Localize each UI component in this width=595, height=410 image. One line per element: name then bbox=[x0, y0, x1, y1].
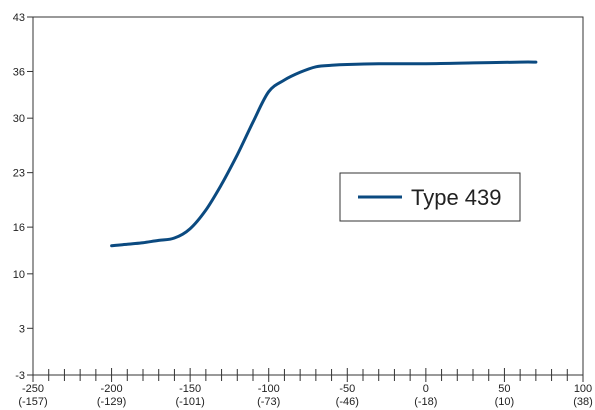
x-tick-sublabel: (38) bbox=[573, 396, 593, 408]
x-tick-sublabel: (-46) bbox=[336, 396, 359, 408]
x-axis: -250(-157) -200(-129) -150(-101) -100(-73) -… bbox=[18, 368, 593, 408]
x-tick-label: -250 bbox=[22, 383, 44, 395]
y-tick-label: 23 bbox=[13, 168, 25, 180]
x-tick-sublabel: (-157) bbox=[18, 396, 47, 408]
x-tick-label: -200 bbox=[101, 383, 123, 395]
x-tick-label: 0 bbox=[423, 383, 429, 395]
y-tick-label: 43 bbox=[13, 12, 25, 24]
y-tick-label: 16 bbox=[13, 222, 25, 234]
y-tick-label: 10 bbox=[13, 269, 25, 281]
x-tick-label: -50 bbox=[339, 383, 355, 395]
x-tick-label: 100 bbox=[574, 383, 592, 395]
x-tick-sublabel: (-73) bbox=[257, 396, 280, 408]
y-tick-label: 36 bbox=[13, 66, 25, 78]
legend: Type 439 bbox=[339, 172, 521, 222]
x-tick-label: -100 bbox=[258, 383, 280, 395]
x-tick-sublabel: (-101) bbox=[175, 396, 204, 408]
x-tick-sublabel: (-129) bbox=[97, 396, 126, 408]
series-layer bbox=[110, 60, 538, 248]
x-tick-sublabel: (10) bbox=[495, 396, 515, 408]
x-tick-label: -150 bbox=[179, 383, 201, 395]
x-tick-sublabel: (-18) bbox=[414, 396, 437, 408]
legend-label: Type 439 bbox=[411, 185, 502, 210]
series-line bbox=[110, 60, 538, 248]
y-tick-label: 3 bbox=[19, 323, 25, 335]
y-tick-label: 30 bbox=[13, 113, 25, 125]
y-axis: -3 3 10 16 23 30 36 43 bbox=[13, 12, 33, 382]
x-tick-label: 50 bbox=[498, 383, 510, 395]
y-tick-label: -3 bbox=[15, 370, 25, 382]
